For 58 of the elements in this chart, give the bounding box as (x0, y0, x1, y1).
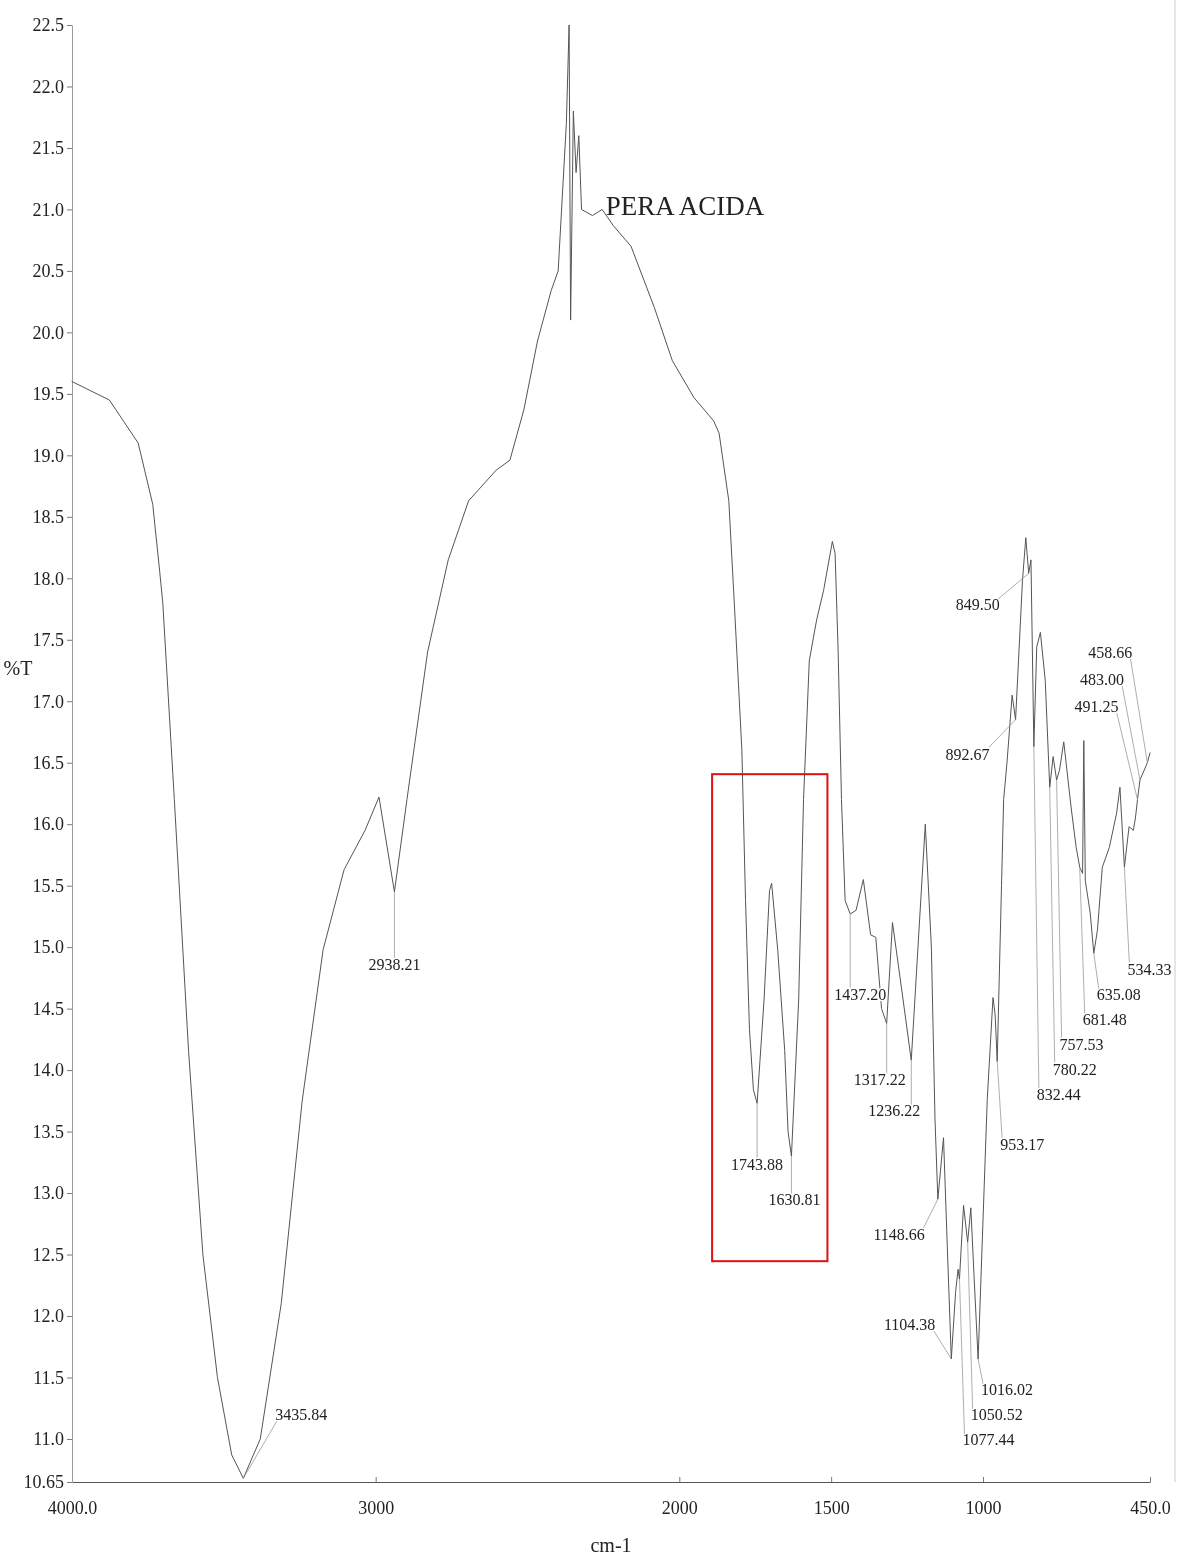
y-tick-label: 22.0 (32, 76, 64, 97)
annotation: 1743.88 (731, 1156, 784, 1174)
annotation: 1236.22 (868, 1102, 921, 1120)
y-tick-label: 22.5 (32, 15, 64, 36)
y-tick-label: 14.0 (32, 1060, 64, 1081)
y-tick-label: 17.5 (32, 630, 64, 651)
x-tick-label: 3000 (358, 1497, 395, 1518)
y-tick-label: 19.0 (32, 445, 64, 466)
annotation: 1016.02 (981, 1381, 1034, 1399)
annotation: 2938.21 (368, 955, 421, 973)
x-tick-label: 450.0 (1130, 1497, 1171, 1518)
y-tick-label: 20.0 (32, 322, 64, 343)
annotation: 1437.20 (834, 985, 887, 1003)
y-tick-label: 12.0 (32, 1306, 64, 1327)
y-tick-label: 16.5 (32, 752, 64, 773)
annotation: 534.33 (1127, 961, 1172, 979)
y-tick-label: 14.5 (32, 998, 64, 1019)
annotation: 1077.44 (962, 1431, 1015, 1449)
annotation: 1317.22 (853, 1071, 906, 1089)
x-tick-label: 1500 (813, 1497, 850, 1518)
annotation: 1630.81 (768, 1191, 821, 1209)
y-tick-label: 17.0 (32, 691, 64, 712)
annotation: 635.08 (1096, 986, 1141, 1004)
annotation: 458.66 (1088, 643, 1133, 661)
y-tick-label: 11.0 (33, 1429, 64, 1450)
y-tick-label: 16.0 (32, 814, 64, 835)
annotation: 1104.38 (883, 1316, 936, 1334)
annotation: 1148.66 (873, 1226, 925, 1244)
annotation: 1050.52 (970, 1406, 1023, 1424)
annotation: 832.44 (1036, 1085, 1081, 1103)
x-tick-label: 1000 (965, 1497, 1002, 1518)
annotation: 892.67 (945, 745, 990, 763)
y-tick-label: 21.5 (32, 138, 64, 159)
y-tick-label: 13.5 (32, 1121, 64, 1142)
text: PERA ACIDA (605, 191, 765, 221)
annotation: 681.48 (1082, 1011, 1127, 1029)
y-tick-label: 19.5 (32, 384, 64, 405)
y-tick-label: 12.5 (32, 1244, 64, 1265)
y-tick-label: 10.65 (23, 1472, 64, 1493)
y-tick-label: 21.0 (32, 199, 64, 220)
y-axis-title: %T (3, 657, 33, 679)
y-tick-label: 18.0 (32, 568, 64, 589)
y-tick-label: 13.0 (32, 1183, 64, 1204)
x-axis-title: cm-1 (590, 1534, 632, 1556)
y-tick-label: 20.5 (32, 261, 64, 282)
y-tick-label: 18.5 (32, 507, 64, 528)
annotation: 757.53 (1059, 1035, 1104, 1053)
annotation: 3435.84 (275, 1406, 328, 1424)
x-tick-label: 2000 (661, 1497, 698, 1518)
annotation: 953.17 (1000, 1136, 1045, 1154)
y-tick-label: 15.0 (32, 937, 64, 958)
annotation: 849.50 (955, 596, 1000, 614)
y-tick-label: 15.5 (32, 875, 64, 896)
annotation: 491.25 (1074, 697, 1119, 715)
annotation: 483.00 (1079, 670, 1124, 688)
x-tick-label: 4000.0 (47, 1497, 98, 1518)
annotation: 780.22 (1052, 1061, 1097, 1079)
y-tick-label: 11.5 (33, 1367, 64, 1388)
